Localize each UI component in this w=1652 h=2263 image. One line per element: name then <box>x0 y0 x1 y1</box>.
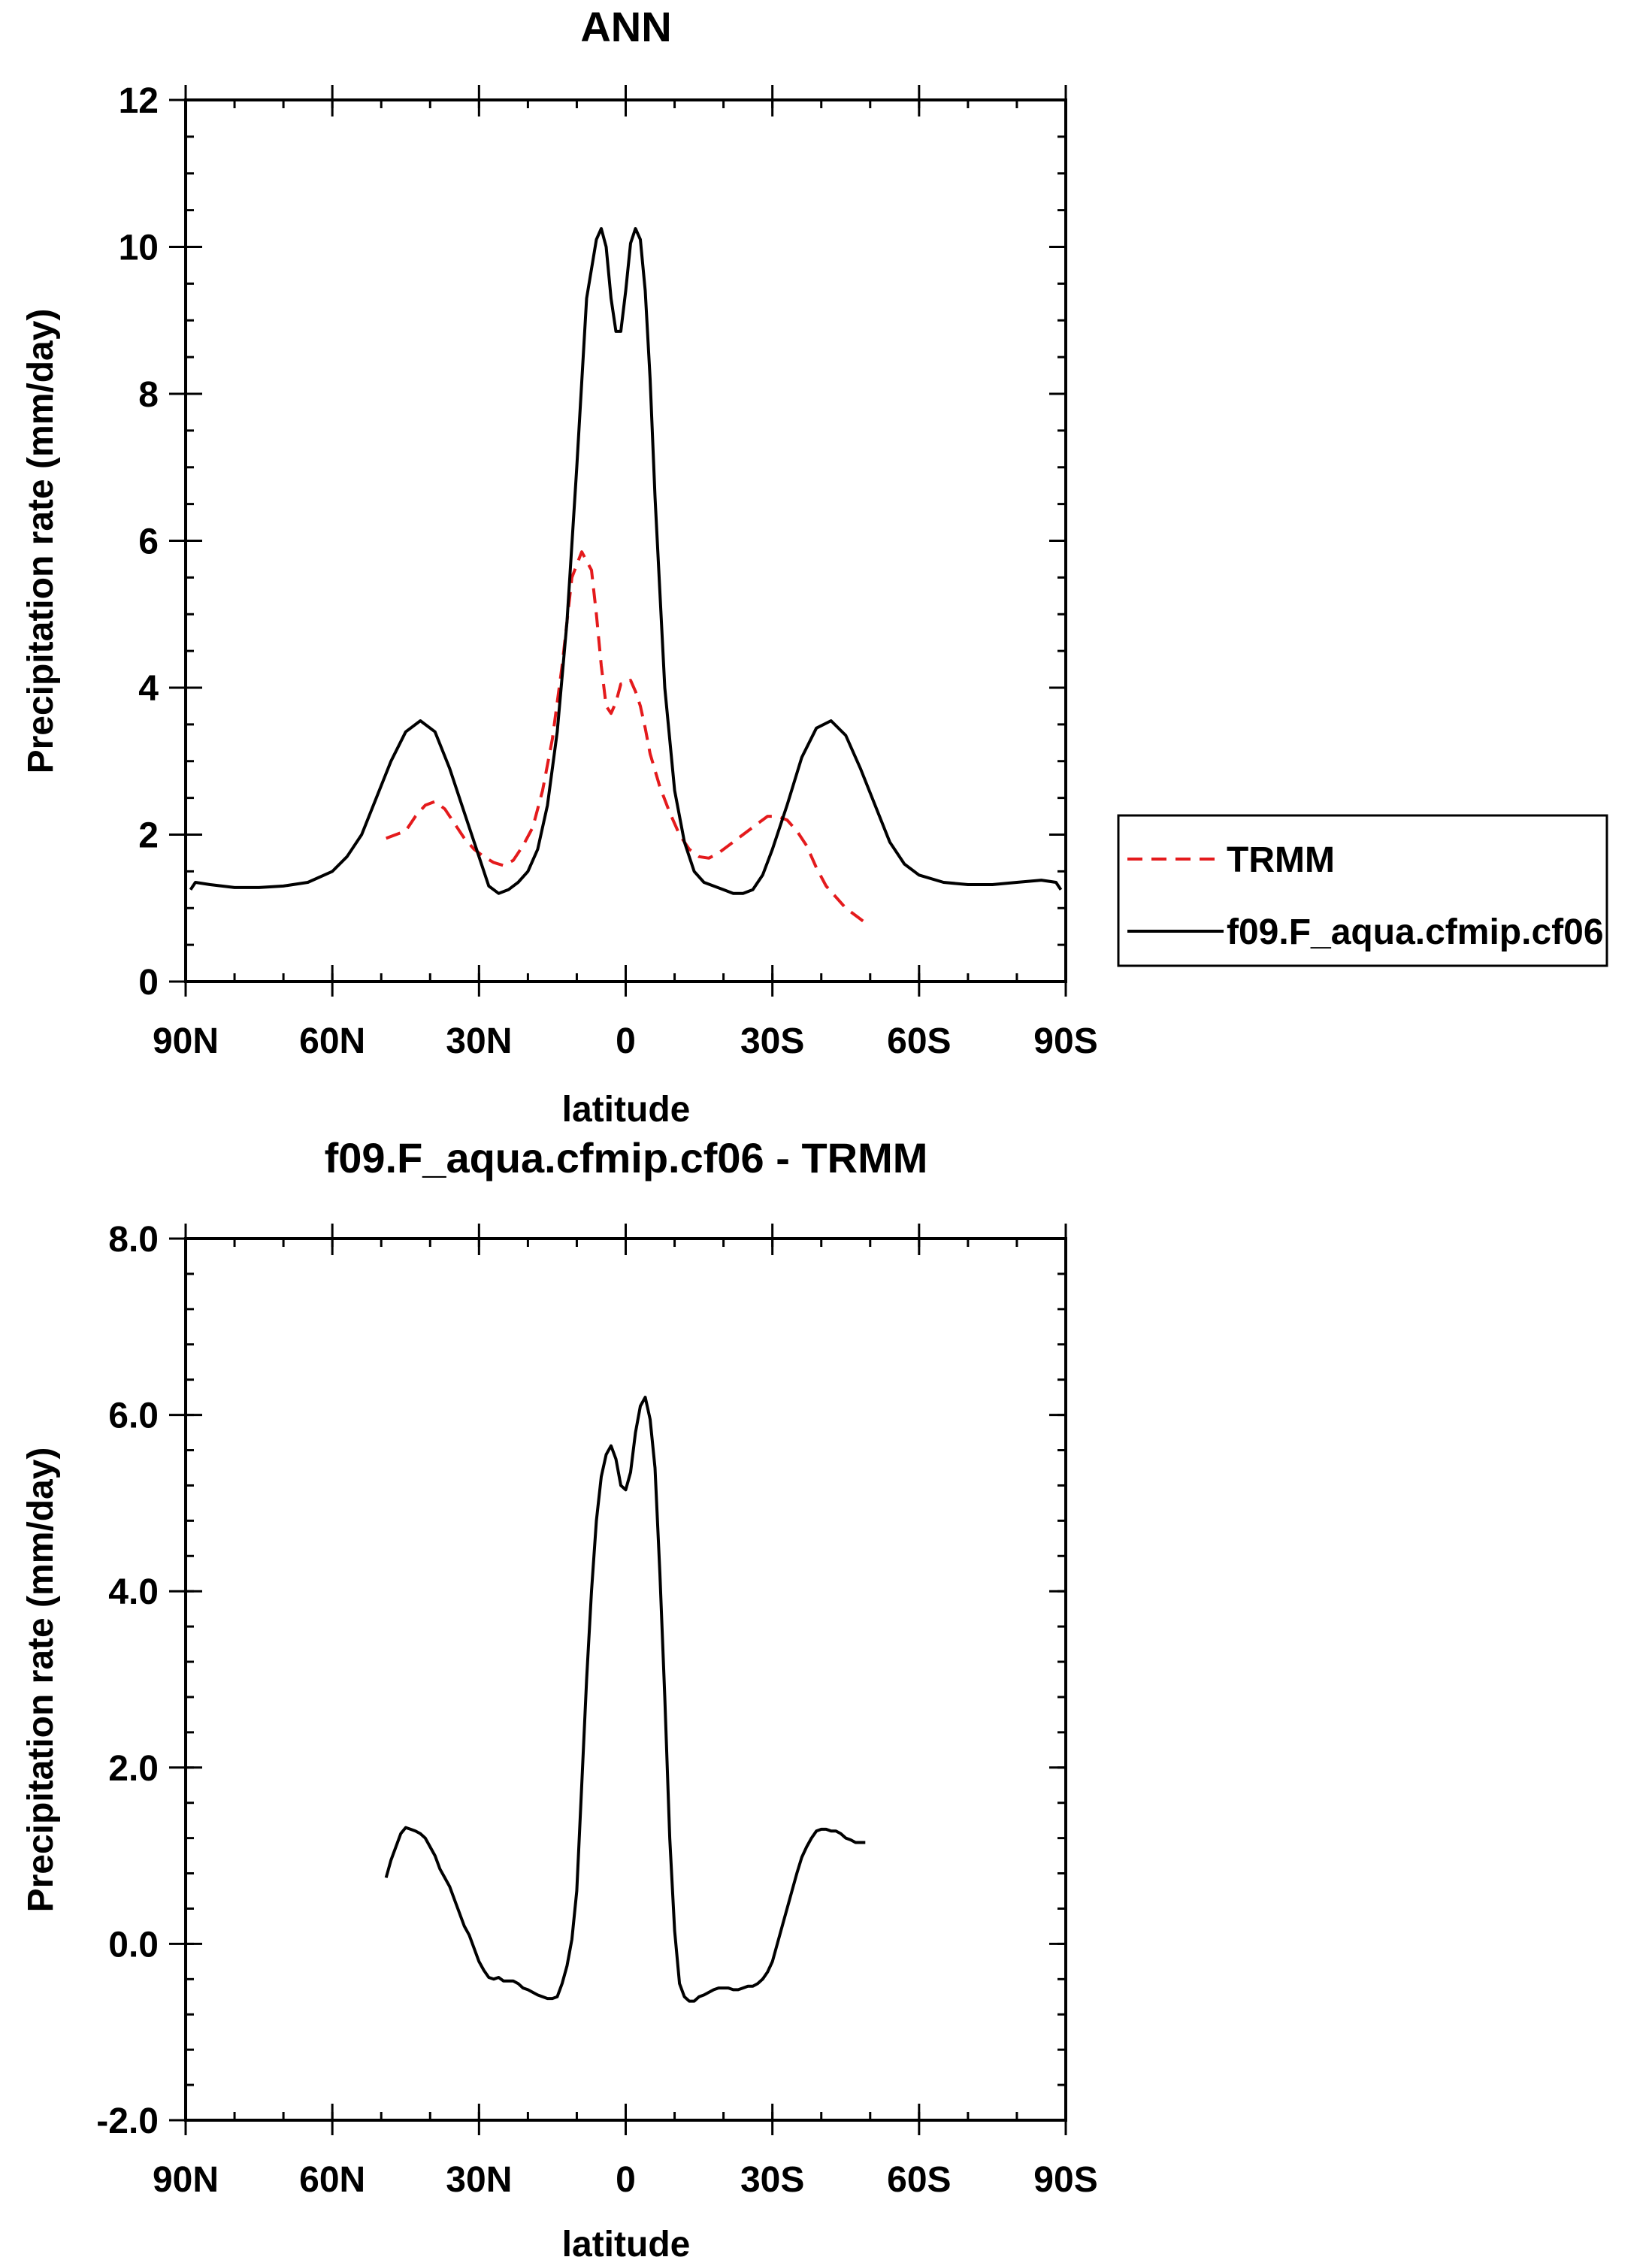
difference-ticks <box>169 1224 1067 2135</box>
y-tick-label: 6 <box>138 522 159 562</box>
y-tick-label: 12 <box>119 81 159 121</box>
y-tick-label: 4.0 <box>108 1572 159 1612</box>
x-tick-label: 90S <box>1033 1021 1097 1061</box>
ann-ticks <box>169 85 1067 997</box>
x-tick-label: 60N <box>299 1021 365 1061</box>
ann-plot-frame <box>184 98 1067 983</box>
difference-plot-frame <box>184 1237 1067 2122</box>
y-tick-label: 0.0 <box>108 1925 159 1965</box>
series-line-trmm <box>385 550 867 924</box>
series-line-model <box>189 227 1063 895</box>
y-tick-label: 6.0 <box>108 1396 159 1436</box>
x-tick-label: 60N <box>299 2160 365 2200</box>
y-tick-label: 2.0 <box>108 1749 159 1789</box>
difference-y-axis-label: Precipitation rate (mm/day) <box>21 1448 61 1913</box>
difference-y-tick-labels: -2.0 0.0 2.0 4.0 6.0 8.0 <box>96 1220 159 2141</box>
y-tick-label: 8 <box>138 375 159 415</box>
x-tick-label: 60S <box>887 2160 951 2200</box>
ann-chart-title: ANN <box>580 3 671 50</box>
x-tick-label: 90N <box>153 1021 219 1061</box>
ann-y-tick-labels: 0 2 4 6 8 10 12 <box>119 81 159 1003</box>
x-tick-label: 30S <box>740 2160 804 2200</box>
x-tick-label: 30N <box>446 1021 512 1061</box>
y-tick-label: 0 <box>138 963 159 1003</box>
y-tick-label: 8.0 <box>108 1220 159 1260</box>
ann-chart: ANN 0 2 4 6 8 10 12 90N 60N 30N 0 30S 60S 90S latitu… <box>21 3 1608 1130</box>
x-tick-label: 90N <box>153 2160 219 2200</box>
x-tick-label: 0 <box>616 2160 636 2200</box>
legend-label-model: f09.F_aqua.cfmip.cf06 <box>1227 912 1604 952</box>
series-line-difference <box>384 1396 866 2003</box>
ann-x-tick-labels: 90N 60N 30N 0 30S 60S 90S <box>153 1021 1098 1061</box>
x-tick-label: 60S <box>887 1021 951 1061</box>
legend-label-trmm: TRMM <box>1227 840 1335 880</box>
x-tick-label: 0 <box>616 1021 636 1061</box>
y-tick-label: 2 <box>138 816 159 856</box>
x-tick-label: 30N <box>446 2160 512 2200</box>
y-tick-label: 10 <box>119 228 159 268</box>
x-tick-label: 90S <box>1033 2160 1097 2200</box>
difference-x-axis-label: latitude <box>562 2225 691 2263</box>
ann-x-axis-label: latitude <box>562 1090 691 1130</box>
difference-series <box>384 1396 866 2003</box>
y-tick-label: -2.0 <box>96 2101 159 2141</box>
ann-series <box>189 227 1063 924</box>
ann-y-axis-label: Precipitation rate (mm/day) <box>21 309 61 774</box>
difference-chart: f09.F_aqua.cfmip.cf06 - TRMM -2.0 0.0 2.0 4… <box>21 1134 1098 2263</box>
y-tick-label: 4 <box>138 669 159 709</box>
ann-legend: TRMM f09.F_aqua.cfmip.cf06 <box>1117 814 1608 967</box>
legend-box <box>1117 814 1608 967</box>
x-tick-label: 30S <box>740 1021 804 1061</box>
difference-x-tick-labels: 90N 60N 30N 0 30S 60S 90S <box>153 2160 1098 2200</box>
difference-chart-title: f09.F_aqua.cfmip.cf06 - TRMM <box>325 1134 928 1181</box>
